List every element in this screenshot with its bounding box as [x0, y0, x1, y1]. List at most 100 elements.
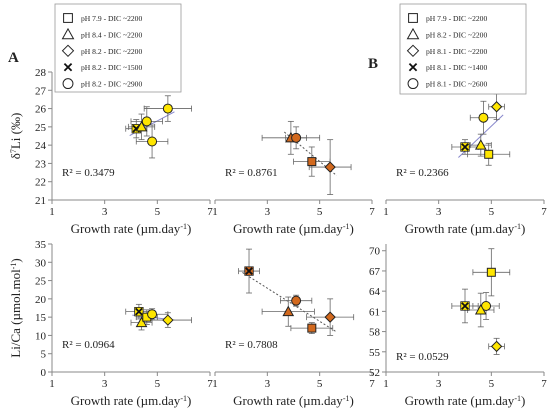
legend-marker-circle — [62, 78, 74, 90]
x-tick-label: 3 — [265, 378, 271, 390]
x-axis-label: Growth rate (µm.day-1) — [71, 221, 192, 236]
y-tick-label: 58 — [369, 327, 381, 339]
x-axis-label: Growth rate (µm.day-1) — [233, 393, 354, 408]
y-tick-label: 22 — [35, 177, 46, 189]
legend-marker-circle — [407, 78, 419, 90]
marker-cross — [461, 302, 469, 310]
chart-bottom-middle: 1 3 5 7 Growth rate (µm.day-1) R² = 0.7808 — [212, 248, 375, 408]
x-tick-label: 3 — [436, 378, 442, 390]
data-point-diamond — [490, 101, 503, 113]
x-tick-label: 1 — [49, 378, 55, 390]
y-tick-label: 24 — [35, 140, 47, 152]
data-point-triangle — [474, 303, 487, 315]
x-axis-label: Growth rate (µm.day-1) — [233, 221, 354, 236]
legend-area: pH 7.9 - DIC ~2200 pH 8.4 - DIC ~2200 pH 8… — [54, 3, 527, 95]
marker-cross — [461, 143, 469, 151]
x-axis-label: Growth rate (µm.day-1) — [71, 393, 192, 408]
x-tick-label: 7 — [369, 206, 375, 218]
legend-entry-label: pH 8.2 - DIC ~2900 — [81, 80, 142, 89]
y-tick-label: 25 — [35, 276, 47, 288]
y-tick-label: 5 — [41, 349, 47, 361]
y-tick-label: 28 — [35, 67, 47, 79]
data-point-diamond — [324, 311, 336, 323]
r-squared-label: R² = 0.7808 — [225, 339, 278, 351]
x-tick-label: 5 — [489, 378, 495, 390]
chart-top-middle: 1 3 5 7 Growth rate (µm.day-1) R² = 0.8761 — [212, 120, 375, 236]
marker-cross — [135, 307, 143, 316]
data-point-cross — [460, 301, 470, 311]
chart-top-right: 1 3 5 7 Growth rate (µm.day-1) R² = 0.2366 — [383, 93, 547, 236]
y-tick-label: 35 — [35, 239, 47, 251]
x-tick-label: 5 — [317, 206, 323, 218]
legend-marker-diamond — [406, 44, 420, 58]
data-point-square — [484, 149, 494, 159]
legend-entry-label: pH 8.2 - DIC ~2200 — [426, 30, 487, 39]
y-tick-label: 70 — [369, 246, 381, 258]
legend-entry-label: pH 8.4 - DIC ~2200 — [81, 30, 142, 39]
legend-entry-label: pH 8.2 - DIC ~1500 — [81, 63, 142, 72]
r-squared-label: R² = 0.3479 — [62, 167, 115, 179]
x-tick-label: 3 — [102, 206, 108, 218]
legend-entry-label: pH 8.1 - DIC ~2200 — [426, 47, 487, 56]
y-tick-label: 15 — [35, 312, 47, 324]
legend-marker-triangle — [406, 27, 420, 40]
y-tick-label: 27 — [35, 85, 47, 97]
y-tick-label: 25 — [35, 122, 47, 134]
data-point-diamond — [490, 340, 503, 353]
legend-marker-triangle — [61, 27, 75, 40]
y-tick-label: 21 — [35, 195, 46, 207]
r-squared-label: R² = 0.2366 — [396, 167, 449, 179]
y-axis-label: Li/Ca (µmol.mol-1) — [8, 258, 23, 357]
legend-marker-cross — [408, 62, 418, 72]
y-tick-label: 67 — [369, 266, 381, 278]
chart-top-left: 1 3 5 7 21 22 23 24 25 26 27 28 Growth rate (µm.day-… — [8, 67, 213, 236]
x-tick-label: 1 — [212, 206, 218, 218]
y-tick-label: 52 — [369, 367, 380, 379]
x-tick-label: 3 — [102, 378, 108, 390]
x-tick-label: 3 — [265, 206, 271, 218]
legend-box — [399, 3, 527, 95]
y-tick-label: 20 — [35, 294, 47, 306]
data-point-cross — [134, 307, 144, 317]
data-point-circle — [147, 309, 158, 320]
data-point-square — [307, 157, 317, 167]
data-point-square — [486, 267, 496, 277]
x-tick-label: 1 — [212, 378, 218, 390]
y-tick-label: 64 — [369, 286, 381, 298]
x-tick-label: 7 — [541, 378, 547, 390]
x-tick-label: 7 — [207, 378, 213, 390]
panel-label-b: B — [368, 56, 378, 72]
data-point-diamond — [324, 161, 336, 173]
x-tick-label: 1 — [49, 206, 55, 218]
y-tick-label: 61 — [369, 306, 380, 318]
x-tick-label: 1 — [383, 206, 389, 218]
legend-box — [54, 3, 182, 93]
y-tick-label: 10 — [35, 330, 47, 342]
data-point-circle — [162, 103, 173, 114]
legend-marker-square — [408, 13, 418, 23]
data-point-diamond — [162, 314, 174, 326]
legend-marker-cross — [63, 62, 73, 72]
x-tick-label: 1 — [383, 378, 389, 390]
data-point-triangle — [474, 139, 487, 150]
data-point-triangle — [282, 305, 295, 317]
y-tick-label: 30 — [35, 257, 47, 269]
data-point-circle — [291, 295, 302, 306]
y-tick-label: 0 — [41, 367, 47, 379]
x-tick-label: 7 — [541, 206, 547, 218]
data-point-circle — [291, 132, 302, 143]
marker-cross — [408, 62, 418, 72]
legend-entry-label: pH 7.9 - DIC ~2200 — [426, 14, 487, 23]
x-tick-label: 5 — [155, 378, 161, 390]
legend-marker-diamond — [61, 44, 75, 58]
trend-line — [242, 272, 337, 333]
data-point-circle — [478, 112, 489, 123]
r-squared-label: R² = 0.8761 — [225, 167, 278, 179]
marker-cross — [63, 62, 73, 72]
x-tick-label: 7 — [369, 378, 375, 390]
legend-entry-label: pH 7.9 - DIC ~2200 — [81, 14, 142, 23]
legend-marker-square — [63, 13, 73, 23]
